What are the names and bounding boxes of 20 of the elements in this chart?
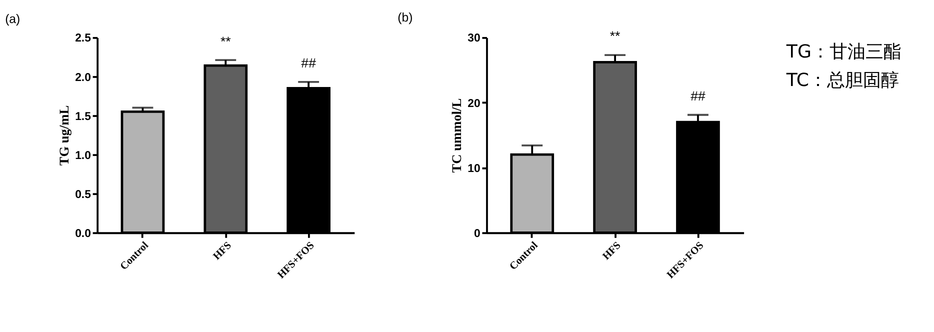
annotation: **	[220, 34, 231, 49]
annotation: ##	[690, 88, 706, 104]
chart-title: (b)	[398, 10, 413, 25]
chart-title: (a)	[5, 12, 20, 26]
y-tick-label: 2.0	[75, 72, 91, 84]
y-tick-label: 20	[468, 98, 480, 110]
text: TG：甘油三酯	[785, 41, 902, 62]
y-tick-label: 0	[474, 228, 480, 240]
y-tick-label: 2.5	[75, 32, 92, 45]
y-tick-label: 1.5	[75, 110, 92, 123]
annotation: ##	[301, 56, 317, 71]
annotation: **	[610, 28, 620, 44]
y-axis-title: TG ug/mL	[56, 105, 72, 166]
y-tick-label: 30	[468, 32, 480, 45]
text: TC：总胆固醇	[785, 70, 900, 92]
y-axis-title: TC ummol/L	[448, 98, 464, 173]
y-tick-label: 1.0	[75, 150, 91, 162]
y-tick-label: 0.0	[75, 228, 91, 240]
y-tick-label: 10	[468, 162, 480, 175]
y-tick-label: 0.5	[75, 188, 92, 201]
